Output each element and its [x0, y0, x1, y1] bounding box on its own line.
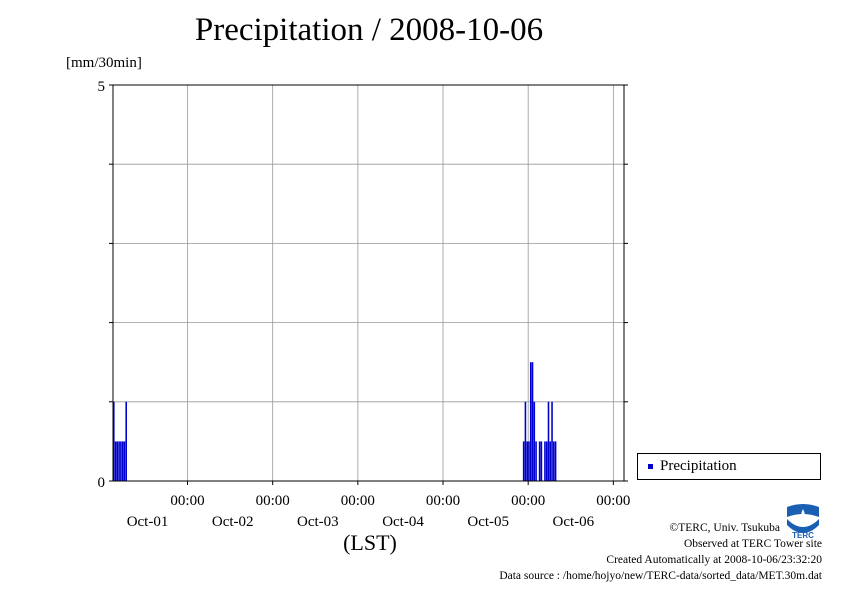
- y-tick-label: 0: [98, 475, 106, 491]
- x-axis-title: (LST): [343, 530, 397, 555]
- x-tick-date-label: Oct-01: [127, 514, 169, 530]
- x-tick-date-label: Oct-03: [297, 514, 339, 530]
- x-tick-time-label: 00:00: [596, 493, 630, 509]
- precip-bar: [114, 441, 117, 481]
- precip-bar: [118, 441, 120, 481]
- precip-bar: [529, 362, 532, 481]
- created-text: Created Automatically at 2008-10-06/23:3…: [606, 554, 822, 566]
- precip-bar: [547, 401, 550, 481]
- precip-bar: [123, 441, 126, 481]
- x-tick-time-label: 00:00: [170, 493, 204, 509]
- precip-bar: [526, 441, 528, 481]
- precip-bar: [540, 441, 543, 481]
- chart-title: Precipitation / 2008-10-06: [194, 12, 544, 48]
- precip-bar: [120, 441, 122, 481]
- tick-labels: 0500:00Oct-0100:00Oct-0200:00Oct-0300:00…: [98, 79, 631, 530]
- legend: Precipitation: [637, 453, 821, 480]
- terc-logo-icon: TERC: [783, 503, 823, 539]
- x-tick-date-label: Oct-02: [212, 514, 254, 530]
- x-tick-time-label: 00:00: [341, 493, 375, 509]
- precipitation-bars: [113, 362, 557, 481]
- precip-bar: [545, 441, 548, 481]
- precip-bar: [522, 441, 525, 481]
- precip-bar: [544, 441, 546, 481]
- grid-lines: [113, 85, 624, 481]
- precip-bar: [551, 401, 553, 481]
- axes: [109, 84, 628, 485]
- precip-bar: [531, 362, 534, 481]
- x-tick-date-label: Oct-05: [467, 514, 509, 530]
- x-tick-time-label: 00:00: [426, 493, 460, 509]
- y-tick-label: 5: [98, 79, 106, 95]
- observed-text: Observed at TERC Tower site: [683, 538, 822, 550]
- x-tick-time-label: 00:00: [511, 493, 545, 509]
- credits: ©TERC, Univ. Tsukuba Observed at TERC To…: [499, 520, 822, 584]
- precip-bar: [554, 441, 557, 481]
- plot-frame: [112, 84, 625, 482]
- precip-bar: [538, 441, 541, 481]
- source-text: Data source : /home/hojyo/new/TERC-data/…: [499, 570, 822, 582]
- legend-label: Precipitation: [660, 458, 737, 474]
- precip-bar: [528, 441, 530, 481]
- x-tick-time-label: 00:00: [256, 493, 290, 509]
- y-axis-label: [mm/30min]: [66, 55, 142, 71]
- precip-bar: [524, 401, 527, 481]
- precip-bar: [533, 401, 536, 481]
- copyright-text: ©TERC, Univ. Tsukuba: [669, 522, 780, 534]
- precip-bar: [125, 401, 127, 481]
- legend-swatch: [648, 464, 653, 469]
- svg-text:TERC: TERC: [792, 531, 814, 539]
- precip-bar: [549, 441, 552, 481]
- precip-bar: [553, 441, 555, 481]
- precip-bar: [121, 441, 124, 481]
- precip-bar: [535, 441, 537, 481]
- precip-bar: [113, 401, 115, 481]
- x-tick-date-label: Oct-04: [382, 514, 424, 530]
- precip-bar: [116, 441, 119, 481]
- x-tick-date-label: Oct-06: [553, 514, 595, 530]
